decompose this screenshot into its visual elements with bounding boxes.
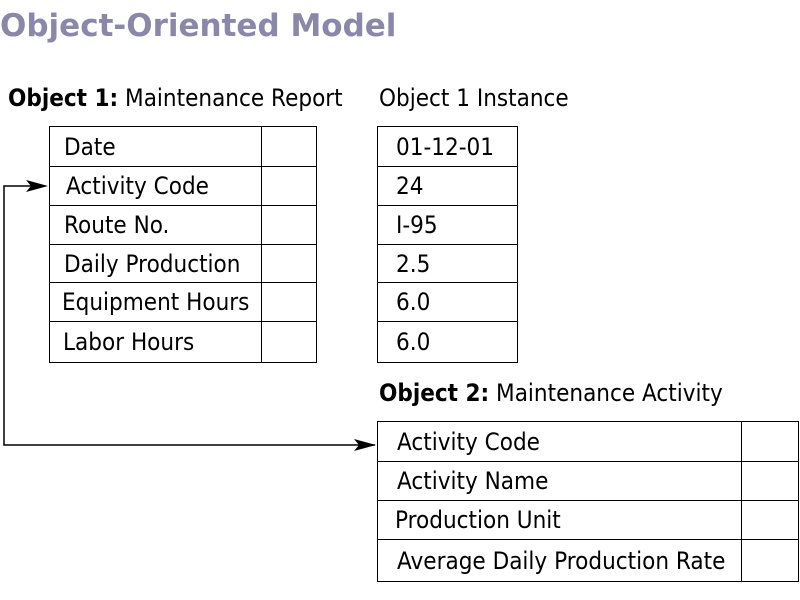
activity-code-link-line — [3, 185, 375, 446]
object2-label-name: Maintenance Activity — [489, 379, 723, 407]
object1-heading: Object 1: Maintenance Report — [8, 84, 343, 112]
object2-label-bold: Object 2: — [379, 379, 490, 407]
object2-field-activity-code: Activity Code — [377, 421, 742, 462]
instance-value: 01-12-01 — [377, 126, 518, 167]
object1-empty-cell — [261, 321, 317, 363]
instance-value: 2.5 — [377, 244, 518, 283]
page-title: Object-Oriented Model — [0, 8, 397, 44]
instance-value: I-95 — [377, 205, 518, 245]
object1-label-name: Maintenance Report — [118, 84, 343, 112]
arrowhead-to-object1 — [26, 180, 48, 192]
instance-value: 6.0 — [377, 321, 518, 363]
object2-field-average-daily-production-rate: Average Daily Production Rate — [377, 539, 742, 582]
arrowhead-to-object2 — [354, 439, 376, 451]
object1-field-daily-production: Daily Production — [49, 244, 262, 283]
object2-empty-cell — [741, 539, 799, 582]
object1-label-bold: Object 1: — [8, 84, 119, 112]
instance-heading: Object 1 Instance — [379, 84, 569, 112]
object2-heading: Object 2: Maintenance Activity — [379, 379, 723, 407]
